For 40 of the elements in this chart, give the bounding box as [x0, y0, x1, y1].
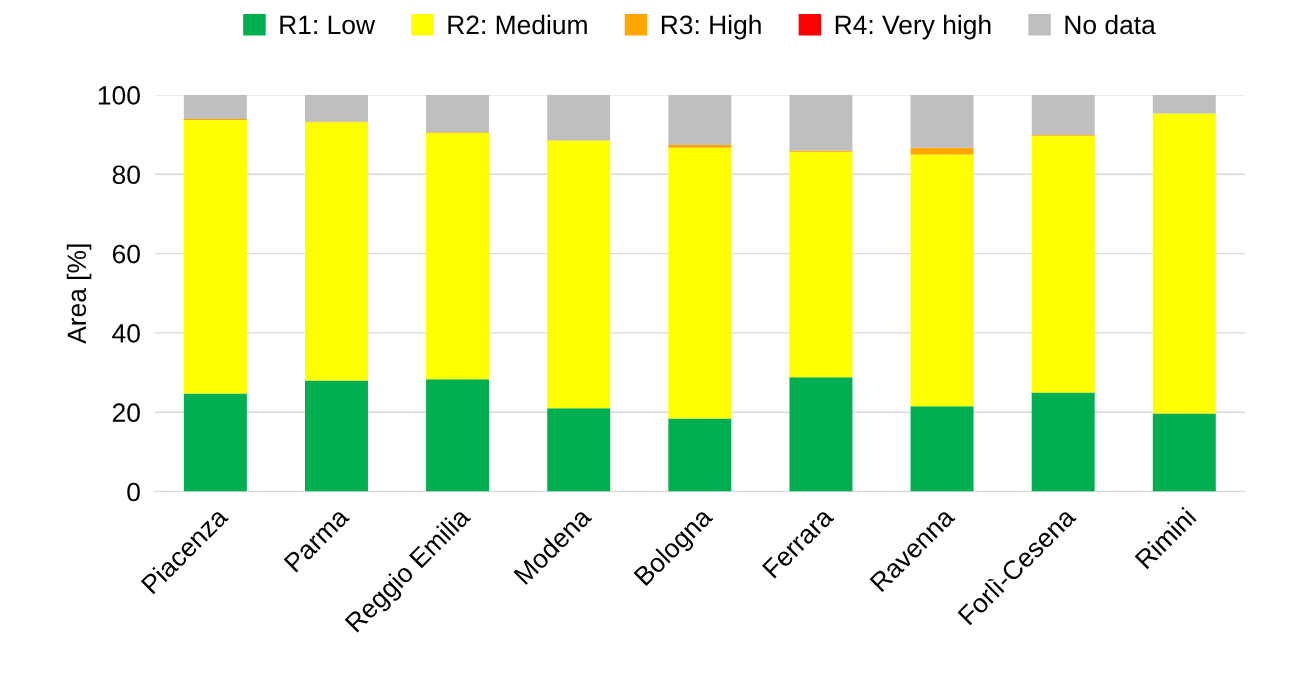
bar — [547, 408, 611, 492]
y-tick-label: 20 — [112, 403, 140, 423]
bar — [1152, 413, 1216, 492]
y-tick-label: 100 — [98, 86, 140, 105]
y-tick-label: 60 — [112, 244, 140, 264]
bar — [426, 94, 490, 133]
bar — [547, 94, 611, 141]
bar — [910, 154, 974, 407]
bar — [1031, 94, 1095, 135]
bar — [304, 122, 368, 381]
bar — [789, 151, 853, 378]
y-tick-label: 80 — [112, 165, 140, 185]
bar — [547, 140, 611, 409]
bar — [426, 133, 490, 380]
bar — [426, 379, 490, 492]
bar — [789, 94, 853, 151]
y-tick-label: 0 — [127, 482, 140, 502]
bar — [668, 147, 732, 419]
legend-label: R1: Low — [280, 15, 376, 35]
bar — [183, 119, 247, 394]
bar — [1152, 113, 1216, 414]
y-tick-label: 40 — [112, 324, 140, 343]
bar — [910, 94, 974, 148]
legend-label: R4: Very high — [835, 14, 991, 40]
y-axis-title: Area [%] — [66, 244, 92, 344]
bar — [183, 94, 247, 120]
bar — [304, 94, 368, 122]
bar — [668, 144, 732, 148]
bar — [1031, 135, 1095, 393]
legend-label: R2: Medium — [448, 14, 587, 35]
bar — [304, 380, 368, 492]
bar — [668, 94, 732, 145]
legend-label: R3: High — [661, 14, 761, 40]
legend-label: No data — [1065, 14, 1156, 35]
bar — [183, 393, 247, 492]
bar — [1031, 392, 1095, 492]
bar — [910, 406, 974, 492]
bar — [668, 418, 732, 492]
bar — [789, 377, 853, 492]
bar — [1152, 94, 1216, 114]
